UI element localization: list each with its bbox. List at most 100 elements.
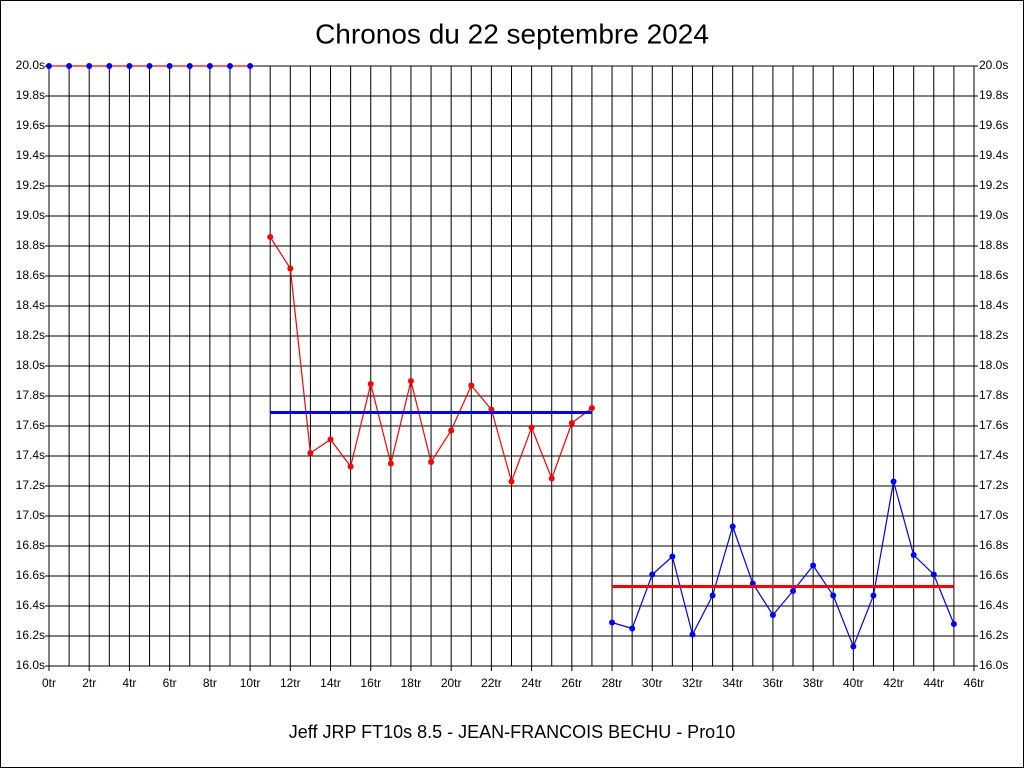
- y-tick-label-right: 19.2s: [979, 178, 1008, 192]
- data-point: [146, 63, 153, 69]
- x-tick-label: 12tr: [280, 676, 301, 690]
- x-tick-label: 36tr: [763, 676, 784, 690]
- y-tick-label-right: 18.6s: [979, 268, 1008, 282]
- data-point: [508, 478, 515, 485]
- y-tick-label-right: 16.6s: [979, 568, 1008, 582]
- y-tick-label: 16.4s: [16, 598, 45, 612]
- data-point: [810, 562, 817, 569]
- data-point: [448, 427, 455, 434]
- y-tick-label: 16.6s: [16, 568, 45, 582]
- x-tick-label: 8tr: [203, 676, 217, 690]
- data-point: [830, 592, 837, 599]
- y-tick-label-right: 19.8s: [979, 88, 1008, 102]
- data-point: [709, 592, 716, 599]
- data-point: [930, 571, 937, 578]
- data-point: [387, 460, 394, 467]
- data-point: [629, 625, 636, 632]
- x-tick-label: 32tr: [682, 676, 703, 690]
- y-tick-label: 18.0s: [16, 358, 45, 372]
- data-point: [669, 553, 676, 560]
- data-point: [649, 571, 656, 578]
- x-tick-label: 40tr: [843, 676, 864, 690]
- data-point: [850, 643, 857, 650]
- data-point: [870, 592, 877, 599]
- data-point: [407, 378, 414, 384]
- x-tick-label: 30tr: [642, 676, 663, 690]
- y-tick-label-right: 17.4s: [979, 448, 1008, 462]
- x-tick-label: 42tr: [883, 676, 904, 690]
- y-tick-label: 19.2s: [16, 178, 45, 192]
- data-point: [287, 265, 294, 272]
- data-point: [66, 63, 73, 69]
- data-point: [46, 63, 52, 69]
- data-point: [226, 63, 233, 69]
- data-point: [528, 424, 535, 431]
- y-tick-label-right: 20.0s: [979, 58, 1008, 72]
- y-tick-label-right: 17.2s: [979, 478, 1008, 492]
- y-tick-label-right: 19.4s: [979, 148, 1008, 162]
- y-tick-label: 17.8s: [16, 388, 45, 402]
- data-point: [609, 619, 616, 626]
- y-tick-label-right: 18.4s: [979, 298, 1008, 312]
- data-point: [910, 552, 917, 558]
- y-tick-label: 17.6s: [16, 418, 45, 432]
- series-line: [611, 481, 955, 649]
- data-point: [548, 475, 555, 482]
- x-tick-label: 0tr: [42, 676, 56, 690]
- y-tick-label: 19.6s: [16, 118, 45, 132]
- x-tick-label: 10tr: [240, 676, 261, 690]
- y-tick-label-right: 18.0s: [979, 358, 1008, 372]
- data-point: [186, 63, 193, 69]
- x-tick-label: 18tr: [401, 676, 422, 690]
- data-point: [689, 631, 696, 638]
- x-tick-label: 16tr: [360, 676, 381, 690]
- y-tick-label: 17.4s: [16, 448, 45, 462]
- data-point: [950, 621, 957, 627]
- x-tick-label: 14tr: [320, 676, 341, 690]
- x-tick-label: 26tr: [561, 676, 582, 690]
- data-point: [206, 63, 213, 69]
- data-point: [106, 63, 113, 69]
- x-tick-label: 46tr: [964, 676, 985, 690]
- x-tick-label: 34tr: [722, 676, 743, 690]
- y-tick-label: 18.2s: [16, 328, 45, 342]
- y-tick-label-right: 16.2s: [979, 628, 1008, 642]
- y-tick-label: 18.4s: [16, 298, 45, 312]
- y-tick-label: 20.0s: [16, 58, 45, 72]
- chart-title: Chronos du 22 septembre 2024: [315, 18, 709, 49]
- data-point: [729, 523, 736, 530]
- y-tick-label: 19.4s: [16, 148, 45, 162]
- x-tick-label: 22tr: [481, 676, 502, 690]
- data-point: [267, 234, 274, 240]
- y-tick-label: 16.8s: [16, 538, 45, 552]
- x-tick-label: 20tr: [441, 676, 462, 690]
- y-tick-label-right: 17.8s: [979, 388, 1008, 402]
- y-tick-label: 19.0s: [16, 208, 45, 222]
- data-point: [769, 612, 776, 618]
- y-tick-label: 16.2s: [16, 628, 45, 642]
- x-tick-label: 4tr: [122, 676, 136, 690]
- x-tick-label: 38tr: [803, 676, 824, 690]
- x-tick-label: 24tr: [521, 676, 542, 690]
- data-point: [428, 459, 435, 465]
- x-tick-label: 6tr: [163, 676, 177, 690]
- x-tick-label: 2tr: [82, 676, 96, 690]
- data-point: [126, 63, 133, 69]
- data-point: [347, 463, 354, 470]
- y-tick-label-right: 19.0s: [979, 208, 1008, 222]
- y-tick-label-right: 17.6s: [979, 418, 1008, 432]
- data-point: [327, 436, 334, 443]
- data-point: [166, 63, 173, 69]
- y-tick-label: 17.0s: [16, 508, 45, 522]
- data-point: [367, 381, 374, 387]
- y-tick-label: 17.2s: [16, 478, 45, 492]
- x-tick-label: 28tr: [602, 676, 623, 690]
- y-tick-label-right: 16.4s: [979, 598, 1008, 612]
- x-tick-label: 44tr: [923, 676, 944, 690]
- data-point: [790, 588, 797, 594]
- y-tick-label: 16.0s: [16, 658, 45, 672]
- y-tick-label-right: 18.2s: [979, 328, 1008, 342]
- data-point: [588, 405, 595, 411]
